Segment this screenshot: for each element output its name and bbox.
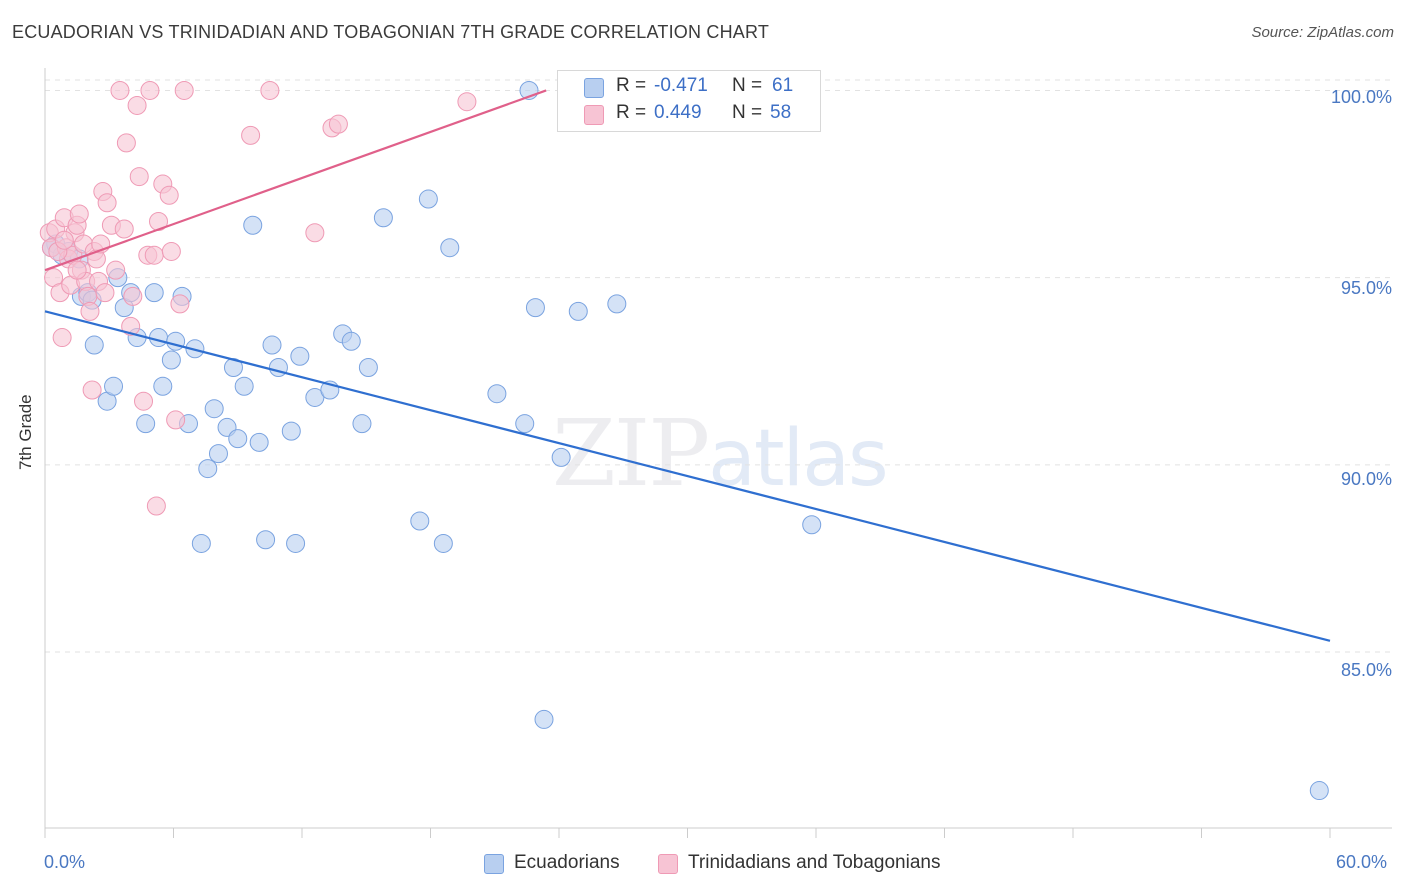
bottom-legend-label-2: Trinidadians and Tobagonians [688,852,941,873]
trinidadian-point [52,328,72,348]
ecuadorian-point [418,189,438,209]
ecuadorian-point [568,301,588,321]
trinidadian-point [97,193,117,213]
ecuadorian-point [84,335,104,355]
trinidadian-point [95,283,115,303]
ecuadorian-point [136,414,156,434]
ecuadorian-point [410,511,430,531]
y-tick-90: 90.0% [1340,469,1392,489]
trinidadian-point [110,80,130,100]
legend-swatch-pink [584,105,604,125]
ecuadorian-point [352,414,372,434]
ecuadorian-point [249,432,269,452]
trinidadian-point [114,219,134,239]
ecuadorian-point [281,421,301,441]
legend-r-label: R = [616,102,647,123]
trinidadian-point [127,95,147,115]
ecuadorian-point [290,346,310,366]
ecuadorian-point [149,328,169,348]
trinidadian-point [67,260,87,280]
y-tick-85: 85.0% [1340,660,1392,680]
ecuadorian-point [243,215,263,235]
bottom-legend-label-1: Ecuadorians [514,852,620,873]
legend-n-label: N = [732,102,763,123]
legend-n-label: N = [732,75,763,96]
x-tick-min: 0.0% [44,852,86,872]
trinidadian-point [82,380,102,400]
chart-title: ECUADORIAN VS TRINIDADIAN AND TOBAGONIAN… [12,22,770,42]
correlation-legend: R = -0.471 N = 61 R = 0.449 N = 58 [557,70,821,132]
y-tick-95: 95.0% [1340,278,1392,298]
ecuadorian-point [525,298,545,318]
trinidadian-point [260,80,280,100]
trinidadian-point [174,80,194,100]
trinidadian-point [241,125,261,145]
ecuadorian-point [341,331,361,351]
y-axis-label: 7th Grade [16,394,35,470]
ecuadorian-point [286,533,306,553]
trinidadian-point [129,167,149,187]
bottom-legend-swatch-pink [658,854,678,874]
x-tick-max: 60.0% [1336,852,1388,872]
trinidadian-point [121,316,141,336]
trinidadian-point [134,391,154,411]
trinidadian-point [140,80,160,100]
trinidadian-point [305,223,325,243]
legend-n-value-1: 61 [772,75,794,96]
trinidadian-point [54,230,74,250]
legend-n-value-2: 58 [770,102,792,123]
ecuadorian-point [607,294,627,314]
ecuadorian-trend-line [44,310,1331,642]
ecuadorian-point [166,331,186,351]
ecuadorian-point [358,358,378,378]
ecuadorian-point [198,459,218,479]
ecuadorian-point [223,358,243,378]
bottom-legend-swatch-blue [484,854,504,874]
legend-r-value-2: 0.449 [654,102,702,123]
y-tick-100: 100.0% [1330,87,1392,107]
ecuadorian-point [802,515,822,535]
trinidadian-point [146,496,166,516]
ecuadorian-point [204,399,224,419]
ecuadorian-point [373,208,393,228]
trinidadian-point [106,260,126,280]
ecuadorian-point [228,429,248,449]
trinidadian-point [159,185,179,205]
ecuadorian-point [234,376,254,396]
ecuadorian-point [440,238,460,258]
legend-swatch-blue [584,78,604,98]
trinidadian-point [161,241,181,261]
ecuadorian-point [153,376,173,396]
ecuadorian-point [104,376,124,396]
ecuadorian-point [515,414,535,434]
trinidadian-trend-line [44,89,547,272]
ecuadorian-point [191,533,211,553]
ecuadorian-point [256,530,276,550]
ecuadorian-point [1309,781,1329,801]
trinidadian-point [170,294,190,314]
legend-r-value-1: -0.471 [654,75,708,96]
trinidadian-point [123,286,143,306]
ecuadorian-point [262,335,282,355]
ecuadorian-point [305,387,325,407]
trinidadian-point [69,204,89,224]
watermark-zip: ZIP [552,400,710,507]
legend-r-label: R = [616,75,647,96]
ecuadorian-point [487,384,507,404]
ecuadorian-point [161,350,181,370]
trinidadian-point [328,114,348,134]
ecuadorian-point [144,283,164,303]
trinidadian-point [116,133,136,153]
trinidadian-point [80,301,100,321]
trinidadian-point [457,92,477,112]
ecuadorian-point [208,444,228,464]
ecuadorian-point [433,533,453,553]
ecuadorian-point [551,447,571,467]
trinidadian-point [144,245,164,265]
trinidadian-point [166,410,186,430]
watermark: ZIPatlas [552,400,889,507]
ecuadorian-point [534,709,554,729]
source-label: Source: ZipAtlas.com [1251,24,1394,41]
